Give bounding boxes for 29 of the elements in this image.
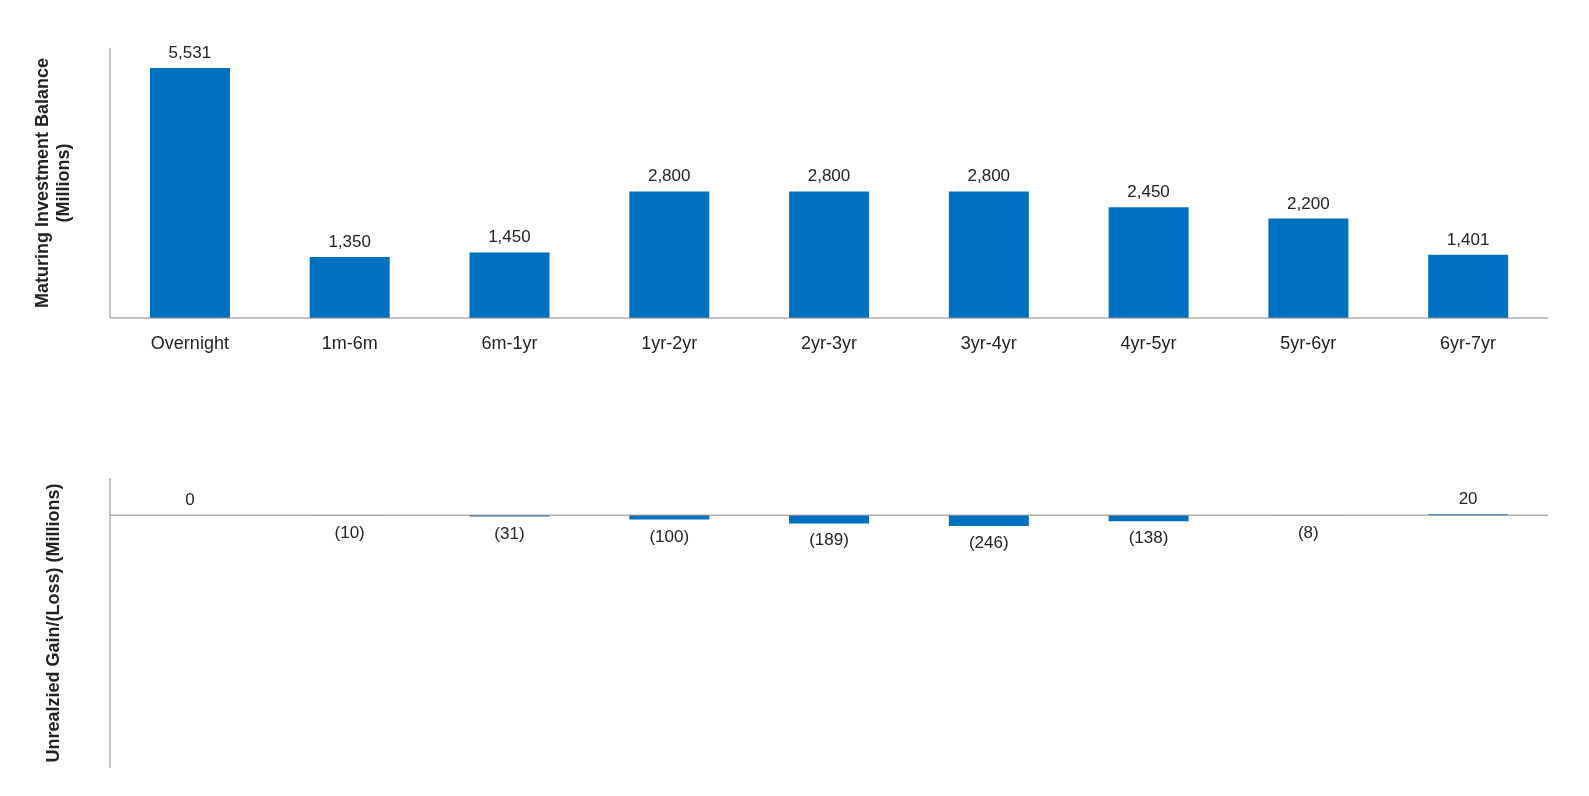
data-label: (8) bbox=[1297, 522, 1319, 542]
data-label: 2,800 bbox=[647, 166, 691, 186]
x-tick-label: 1yr-2yr bbox=[641, 332, 698, 353]
x-tick-label: 6m-1yr bbox=[481, 332, 538, 353]
data-label: 1,401 bbox=[1446, 229, 1490, 249]
data-label: 2,800 bbox=[807, 166, 851, 186]
y-axis-title: Unrealzied Gain/(Loss) (Millions) bbox=[42, 482, 64, 765]
data-label: 2,200 bbox=[1287, 193, 1330, 213]
x-tick-label: Overnight bbox=[150, 332, 229, 353]
data-label: (10) bbox=[334, 522, 365, 542]
y-axis-title: Maturing Investment Balance (Millions) bbox=[32, 56, 74, 311]
x-tick-label: 4yr-5yr bbox=[1120, 332, 1177, 353]
x-tick-label: 2yr-3yr bbox=[800, 332, 858, 353]
x-tick-label: 3yr-4yr bbox=[960, 332, 1017, 353]
data-label: (189) bbox=[809, 530, 849, 550]
x-tick-label: 5yr-6yr bbox=[1280, 332, 1337, 353]
data-label: 1,450 bbox=[488, 227, 531, 247]
data-label: (246) bbox=[968, 532, 1009, 552]
x-tick-label: 1m-6m bbox=[321, 332, 378, 353]
x-tick-label: 6yr-7yr bbox=[1440, 332, 1497, 353]
data-label: 20 bbox=[1458, 489, 1478, 509]
data-label: 2,450 bbox=[1127, 182, 1170, 202]
data-label: 2,800 bbox=[967, 166, 1011, 186]
data-label: (100) bbox=[649, 526, 690, 546]
data-label: (31) bbox=[494, 523, 525, 543]
data-label: (138) bbox=[1128, 528, 1169, 548]
data-label: 0 bbox=[185, 490, 195, 510]
data-label: 5,531 bbox=[168, 43, 212, 62]
data-label: 1,350 bbox=[328, 231, 371, 251]
